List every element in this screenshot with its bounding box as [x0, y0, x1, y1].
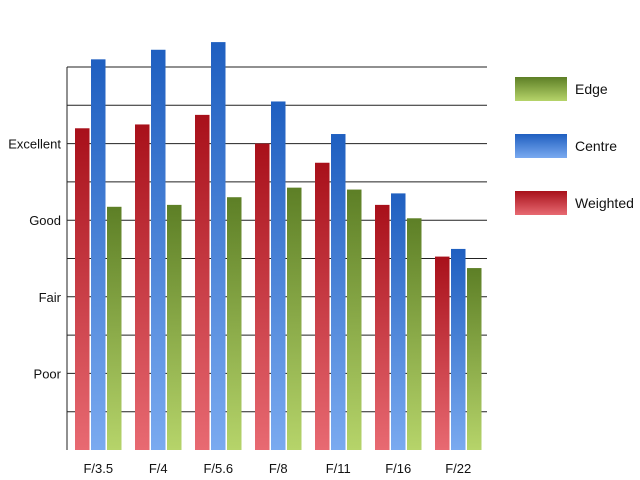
legend-label-centre: Centre — [575, 138, 617, 154]
bar-weighted-f16 — [375, 204, 390, 450]
bar-weighted-f4 — [135, 124, 150, 450]
x-tick-label: F/5.6 — [203, 461, 233, 476]
x-tick-label: F/11 — [326, 461, 351, 476]
y-tick-label: Fair — [39, 290, 62, 305]
bar-centre-f11 — [331, 134, 346, 450]
x-tick-label: F/22 — [445, 461, 471, 476]
y-tick-labels: Poor Fair Good Excellent — [8, 137, 61, 382]
x-tick-labels: F/3.5 F/4 F/5.6 F/8 F/11 F/16 F/22 — [83, 461, 471, 476]
bar-weighted-f8 — [255, 143, 270, 450]
x-tick-label: F/16 — [385, 461, 411, 476]
bars — [75, 42, 482, 451]
bar-centre-f16 — [391, 193, 406, 450]
bar-edge-f35 — [107, 206, 122, 450]
bar-edge-f22 — [467, 268, 482, 450]
legend-swatch-weighted — [515, 191, 567, 215]
bar-centre-f56 — [211, 42, 226, 450]
y-tick-label: Excellent — [8, 137, 61, 152]
bar-centre-f8 — [271, 101, 286, 450]
bar-weighted-f11 — [315, 162, 330, 450]
bar-centre-f22 — [451, 248, 466, 450]
bar-edge-f4 — [167, 204, 182, 450]
legend: Edge Centre Weighted — [515, 77, 634, 215]
legend-swatch-edge — [515, 77, 567, 101]
bar-centre-f4 — [151, 49, 166, 450]
legend-swatch-centre — [515, 134, 567, 158]
x-tick-label: F/3.5 — [83, 461, 113, 476]
x-tick-label: F/4 — [149, 461, 168, 476]
bar-edge-f11 — [347, 189, 362, 450]
x-tick-label: F/8 — [269, 461, 288, 476]
bar-edge-f8 — [287, 187, 302, 450]
y-tick-label: Poor — [34, 366, 62, 381]
bar-edge-f16 — [407, 218, 422, 450]
bar-centre-f35 — [91, 59, 106, 451]
legend-label-weighted: Weighted — [575, 195, 634, 211]
y-tick-label: Good — [29, 213, 61, 228]
bar-edge-f56 — [227, 197, 242, 450]
bar-weighted-f22 — [435, 256, 450, 450]
bar-weighted-f35 — [75, 128, 90, 450]
bar-weighted-f56 — [195, 114, 210, 450]
legend-label-edge: Edge — [575, 81, 608, 97]
